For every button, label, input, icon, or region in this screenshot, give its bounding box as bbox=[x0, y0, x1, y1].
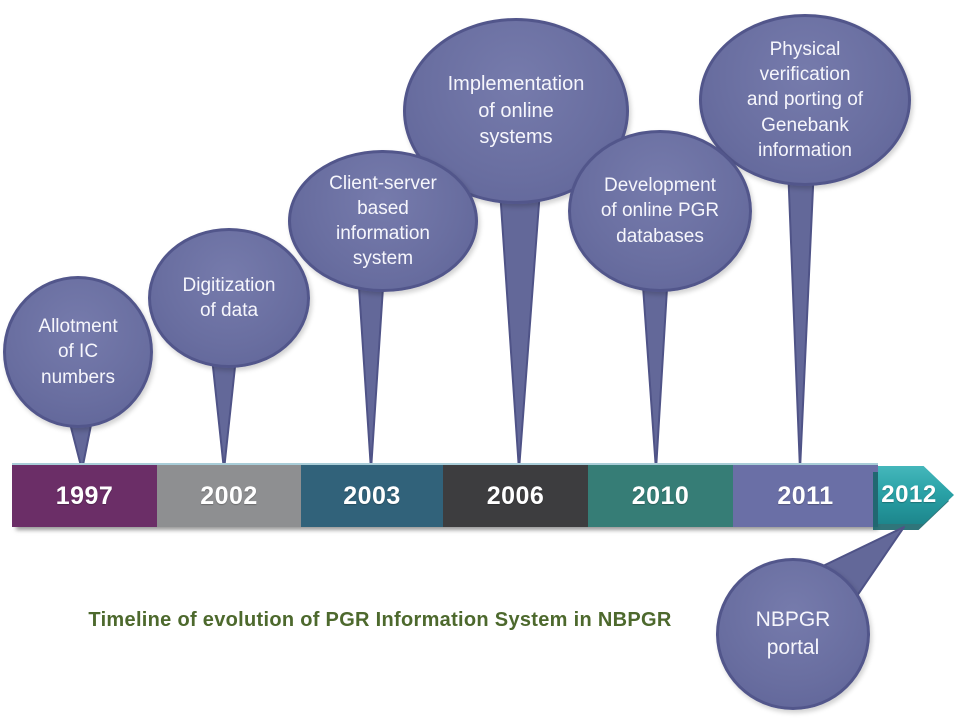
tail-2010 bbox=[641, 271, 669, 471]
bubble-text-line: verification bbox=[759, 64, 851, 86]
bubble-text-line: information bbox=[336, 223, 430, 244]
segment-2002: 2002 bbox=[157, 465, 301, 527]
tail-2003 bbox=[357, 271, 385, 471]
bubble-nbpgr-portal: NBPGR portal bbox=[716, 558, 870, 710]
bubble-text-line: NBPGR bbox=[755, 608, 831, 632]
segment-1997: 1997 bbox=[12, 465, 157, 527]
segment-2006: 2006 bbox=[443, 465, 588, 527]
bubble-text-line: Allotment bbox=[38, 316, 118, 338]
timeline-bar: 1997 2002 2003 2006 2010 2011 bbox=[12, 463, 878, 527]
segment-2012-arrow: 2012 bbox=[873, 466, 956, 530]
tail-2011 bbox=[787, 165, 815, 471]
bubble-text-line: and porting of bbox=[746, 89, 864, 111]
bubble-client-server-information-system: Client-server based information system bbox=[288, 150, 478, 292]
arrow-face: 2012 bbox=[878, 466, 954, 524]
bubble-text-line: information bbox=[758, 139, 852, 161]
bubble-text-line: system bbox=[352, 248, 414, 270]
bubble-text-line: of online bbox=[478, 99, 554, 122]
bubble-text-line: Implementation bbox=[447, 73, 585, 96]
bubble-allotment-of-ic-numbers: Allotment of IC numbers bbox=[3, 276, 153, 428]
year-label-2011: 2011 bbox=[777, 481, 834, 510]
year-label-1997: 1997 bbox=[55, 481, 114, 510]
segment-2010: 2010 bbox=[588, 465, 733, 527]
bubble-text-line: databases bbox=[616, 225, 704, 247]
bubble-text-line: of data bbox=[199, 300, 259, 321]
segment-2003: 2003 bbox=[301, 465, 443, 527]
bubble-text-line: Development bbox=[604, 175, 716, 197]
bubble-text-line: portal bbox=[766, 636, 820, 659]
bubble-text-line: Genebank bbox=[761, 114, 849, 136]
bubble-development-of-online-pgr-databases: Development of online PGR databases bbox=[568, 130, 752, 292]
tail-2006 bbox=[499, 189, 541, 471]
slide-caption: Timeline of evolution of PGR Information… bbox=[88, 609, 672, 631]
year-label-2010: 2010 bbox=[631, 481, 690, 510]
bubble-text-line: Physical bbox=[769, 39, 841, 61]
year-label-2006: 2006 bbox=[486, 481, 545, 510]
bubble-text-line: systems bbox=[479, 126, 553, 149]
bubble-text-line: of IC bbox=[57, 341, 99, 363]
year-label-2003: 2003 bbox=[343, 481, 401, 510]
bubble-text-line: based bbox=[357, 197, 409, 219]
bubble-digitization-of-data: Digitization of data bbox=[148, 228, 310, 368]
bubble-text-line: of online PGR bbox=[600, 200, 720, 222]
bubble-text-line: Client-server bbox=[329, 172, 437, 194]
year-label-2002: 2002 bbox=[200, 481, 258, 510]
bubble-text-line: numbers bbox=[41, 366, 115, 388]
bubble-text-line: Digitization bbox=[182, 274, 276, 296]
year-label-2012: 2012 bbox=[881, 481, 937, 508]
segment-2011: 2011 bbox=[733, 465, 878, 527]
